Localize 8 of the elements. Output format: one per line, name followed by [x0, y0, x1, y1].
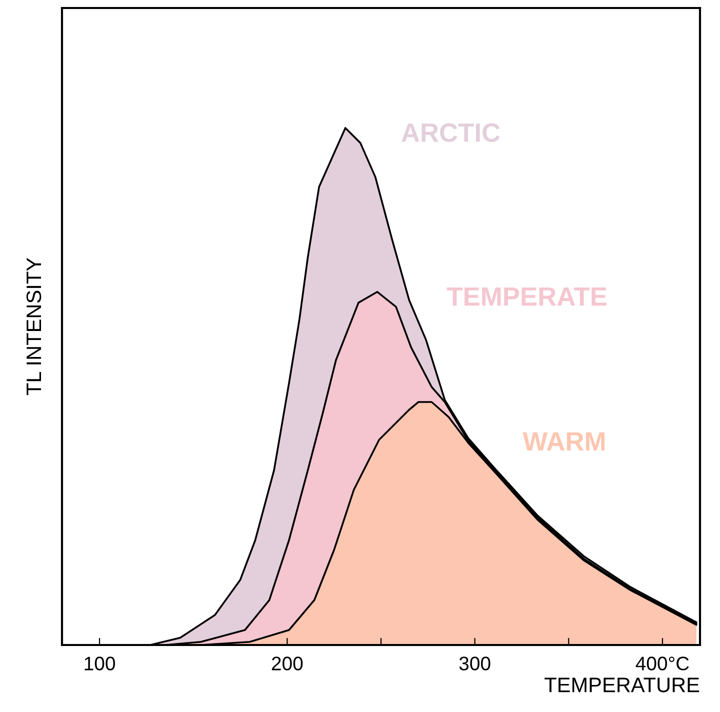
series-label: WARM — [522, 432, 604, 450]
x-tick-label: 400°C — [636, 656, 689, 670]
x-tick-label: 100 — [84, 656, 115, 670]
series-label: TEMPERATE — [446, 287, 606, 306]
y-axis-title: TL INTENSITY — [26, 258, 42, 396]
x-axis-title: TEMPERATURE — [544, 678, 700, 692]
x-tick-label: 200 — [272, 656, 303, 670]
x-tick-label: 300 — [459, 656, 490, 670]
